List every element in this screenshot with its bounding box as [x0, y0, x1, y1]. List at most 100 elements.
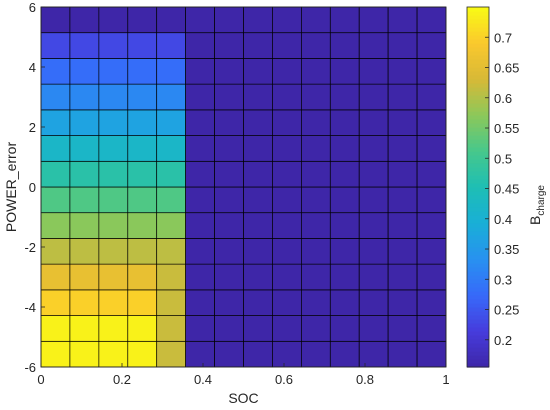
heatmap-cell	[98, 58, 129, 85]
heatmap-cell	[301, 340, 331, 368]
colorbar-tick-label: 0.55	[494, 121, 519, 136]
colorbar-segment	[467, 363, 489, 368]
heatmap-cell	[358, 160, 389, 188]
heatmap-cell	[387, 238, 418, 265]
heatmap-cell	[69, 212, 100, 239]
heatmap-cell	[358, 109, 389, 136]
heatmap-cell	[127, 135, 158, 162]
heatmap-cell	[416, 6, 447, 34]
colorbar-segment	[467, 111, 489, 116]
colorbar-segment	[467, 243, 489, 248]
heatmap-cell	[387, 186, 418, 214]
heatmap-cell	[416, 109, 447, 136]
colorbar-segment	[467, 311, 489, 316]
heatmap-cell	[98, 32, 129, 59]
heatmap-cell	[98, 135, 129, 162]
colorbar-tick-label: 0.65	[494, 61, 519, 76]
heatmap-cell	[185, 186, 215, 214]
colorbar-segment	[467, 59, 489, 64]
heatmap-cell	[185, 83, 215, 111]
heatmap-cell	[98, 340, 129, 368]
x-tick-label: 0.6	[275, 372, 293, 387]
colorbar-segment	[467, 91, 489, 96]
heatmap-cell	[185, 263, 215, 291]
heatmap-cell	[69, 160, 100, 188]
heatmap-cell	[214, 109, 244, 136]
colorbar-tick-label: 0.5	[494, 151, 512, 166]
heatmap-cell	[416, 32, 447, 59]
colorbar-segment	[467, 291, 489, 296]
heatmap-cell	[156, 160, 186, 188]
colorbar-segment	[467, 231, 489, 236]
heatmap-cell	[127, 186, 158, 214]
heatmap-cell	[69, 340, 100, 368]
heatmap-cell	[127, 340, 158, 368]
heatmap-cell	[156, 289, 186, 316]
colorbar-segment	[467, 279, 489, 284]
colorbar-segment	[467, 35, 489, 40]
heatmap-cell	[301, 58, 331, 85]
heatmap-cell	[214, 58, 244, 85]
heatmap-cell	[387, 135, 418, 162]
heatmap-cell	[272, 289, 302, 316]
heatmap-cell	[69, 58, 100, 85]
heatmap-cell	[387, 263, 418, 291]
heatmap-cell	[272, 340, 302, 368]
heatmap-cell	[156, 32, 186, 59]
heatmap-cell	[40, 135, 71, 162]
heatmap-cell	[214, 212, 244, 239]
heatmap-cell	[358, 186, 389, 214]
colorbar-segment	[467, 67, 489, 72]
heatmap-cell	[358, 263, 389, 291]
heatmap-cell	[272, 6, 302, 34]
heatmap-cell	[214, 186, 244, 214]
heatmap-cell	[127, 83, 158, 111]
colorbar-segment	[467, 123, 489, 128]
heatmap-cell	[214, 263, 244, 291]
heatmap-cell	[243, 238, 273, 265]
heatmap-cell	[127, 238, 158, 265]
heatmap-cell	[243, 289, 273, 316]
y-tick-label: 2	[29, 120, 36, 135]
heatmap-cell	[214, 160, 244, 188]
heatmap-cell	[272, 135, 302, 162]
heatmap-cell	[98, 238, 129, 265]
y-tick-label: 6	[29, 0, 36, 15]
heatmap-cell	[301, 109, 331, 136]
heatmap-cell	[272, 186, 302, 214]
heatmap-cell	[98, 160, 129, 188]
colorbar-segment	[467, 63, 489, 68]
heatmap-cell	[69, 263, 100, 291]
heatmap-cell	[243, 160, 273, 188]
colorbar-segment	[467, 23, 489, 28]
heatmap-cell	[301, 238, 331, 265]
x-tick-label: 0.8	[356, 372, 374, 387]
heatmap-cell	[127, 160, 158, 188]
x-axis: 0 0.2 0.4 0.6 0.8 1	[37, 363, 450, 387]
heatmap-cell	[156, 6, 186, 34]
heatmap-cell	[40, 58, 71, 85]
colorbar-segment	[467, 323, 489, 328]
heatmap-cell	[156, 212, 186, 239]
heatmap-cell	[40, 263, 71, 291]
heatmap-cell	[214, 83, 244, 111]
heatmap-cell	[185, 135, 215, 162]
heatmap-cell	[156, 315, 186, 342]
heatmap-cell	[69, 289, 100, 316]
colorbar-segment	[467, 287, 489, 292]
heatmap-cell	[416, 160, 447, 188]
heatmap-cell	[358, 315, 389, 342]
heatmap-cell	[127, 212, 158, 239]
colorbar-segment	[467, 295, 489, 300]
heatmap-cell	[98, 83, 129, 111]
heatmap-cell	[329, 58, 360, 85]
heatmap-cell	[40, 315, 71, 342]
heatmap-cell	[127, 32, 158, 59]
heatmap-cell	[416, 83, 447, 111]
heatmap-cell	[98, 315, 129, 342]
colorbar-segment	[467, 183, 489, 188]
heatmap-cell	[98, 289, 129, 316]
heatmap-cell	[98, 186, 129, 214]
colorbar-segment	[467, 115, 489, 120]
colorbar-segment	[467, 347, 489, 352]
